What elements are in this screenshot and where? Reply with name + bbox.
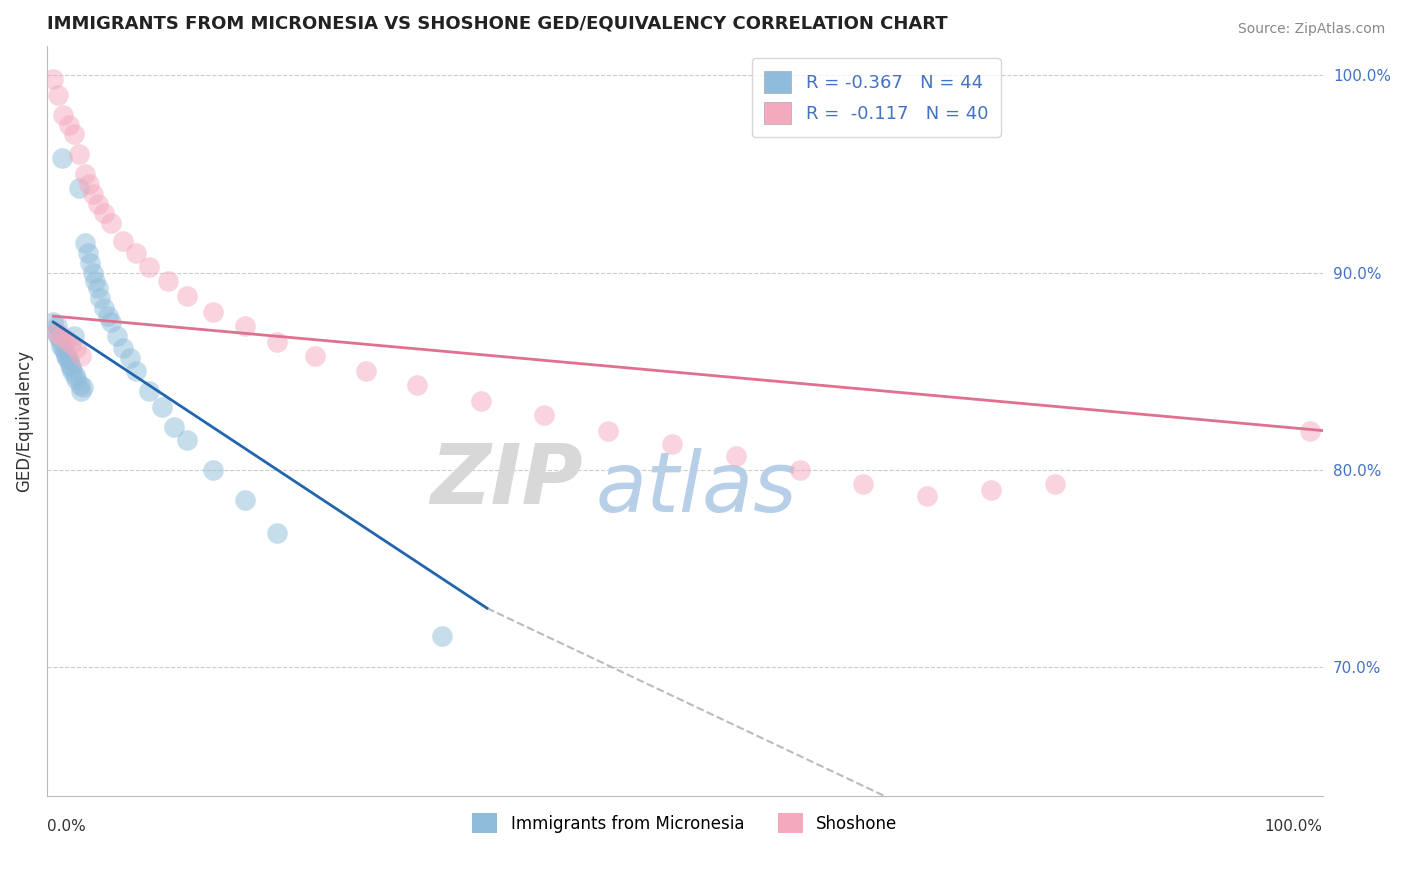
- Point: [45, 325, 67, 339]
- Point: [82, 266, 104, 280]
- Point: [65, 372, 87, 386]
- Point: [79, 256, 101, 270]
- Point: [45, 325, 67, 339]
- Point: [49, 328, 72, 343]
- Point: [60, 360, 83, 375]
- Point: [67, 181, 90, 195]
- Point: [42, 72, 65, 87]
- Point: [201, 463, 224, 477]
- Point: [163, 419, 186, 434]
- Point: [53, 344, 76, 359]
- Point: [138, 384, 160, 398]
- Point: [70, 349, 93, 363]
- Point: [72, 380, 94, 394]
- Point: [432, 629, 454, 643]
- Point: [55, 333, 77, 347]
- Point: [48, 333, 70, 347]
- Point: [75, 167, 97, 181]
- Y-axis label: GED/Equivalency: GED/Equivalency: [15, 350, 32, 491]
- Point: [77, 177, 100, 191]
- Point: [60, 364, 83, 378]
- Point: [63, 368, 86, 383]
- Point: [49, 339, 72, 353]
- Point: [60, 336, 83, 351]
- Point: [100, 216, 122, 230]
- Point: [661, 437, 683, 451]
- Text: ZIP: ZIP: [430, 440, 582, 521]
- Point: [76, 246, 98, 260]
- Point: [93, 206, 115, 220]
- Point: [533, 408, 555, 422]
- Legend: R = -0.367   N = 44, R =  -0.117   N = 40: R = -0.367 N = 44, R = -0.117 N = 40: [752, 59, 1001, 136]
- Point: [97, 309, 120, 323]
- Text: 100.0%: 100.0%: [1264, 820, 1323, 834]
- Point: [125, 246, 148, 260]
- Point: [58, 118, 80, 132]
- Text: atlas: atlas: [595, 448, 797, 529]
- Point: [112, 234, 135, 248]
- Point: [304, 349, 326, 363]
- Point: [266, 334, 288, 349]
- Point: [157, 274, 180, 288]
- Point: [82, 186, 104, 201]
- Point: [52, 108, 75, 122]
- Point: [112, 341, 135, 355]
- Point: [67, 147, 90, 161]
- Point: [89, 291, 111, 305]
- Point: [980, 483, 1002, 497]
- Point: [915, 489, 938, 503]
- Point: [87, 196, 110, 211]
- Point: [58, 352, 80, 367]
- Point: [48, 88, 70, 103]
- Point: [48, 328, 70, 343]
- Point: [84, 274, 107, 288]
- Point: [125, 364, 148, 378]
- Point: [100, 315, 122, 329]
- Point: [1043, 476, 1066, 491]
- Point: [46, 318, 69, 333]
- Point: [233, 492, 256, 507]
- Point: [87, 281, 110, 295]
- Point: [138, 260, 160, 274]
- Point: [354, 364, 377, 378]
- Point: [62, 128, 84, 142]
- Point: [52, 341, 75, 355]
- Point: [59, 359, 82, 373]
- Point: [93, 301, 115, 315]
- Point: [405, 378, 427, 392]
- Text: IMMIGRANTS FROM MICRONESIA VS SHOSHONE GED/EQUIVALENCY CORRELATION CHART: IMMIGRANTS FROM MICRONESIA VS SHOSHONE G…: [46, 15, 948, 33]
- Point: [69, 378, 91, 392]
- Point: [51, 151, 73, 165]
- Point: [1299, 424, 1322, 438]
- Point: [789, 463, 811, 477]
- Point: [105, 328, 128, 343]
- Text: 0.0%: 0.0%: [46, 820, 86, 834]
- Point: [55, 349, 77, 363]
- Point: [201, 305, 224, 319]
- Point: [118, 351, 141, 365]
- Point: [56, 351, 79, 365]
- Point: [176, 434, 198, 448]
- Point: [150, 400, 173, 414]
- Point: [266, 526, 288, 541]
- Point: [75, 235, 97, 250]
- Point: [470, 393, 492, 408]
- Point: [598, 424, 620, 438]
- Point: [42, 315, 65, 329]
- Point: [65, 341, 87, 355]
- Point: [724, 449, 747, 463]
- Text: Source: ZipAtlas.com: Source: ZipAtlas.com: [1237, 22, 1385, 37]
- Point: [70, 384, 93, 398]
- Point: [233, 318, 256, 333]
- Point: [62, 328, 84, 343]
- Point: [176, 289, 198, 303]
- Point: [852, 476, 875, 491]
